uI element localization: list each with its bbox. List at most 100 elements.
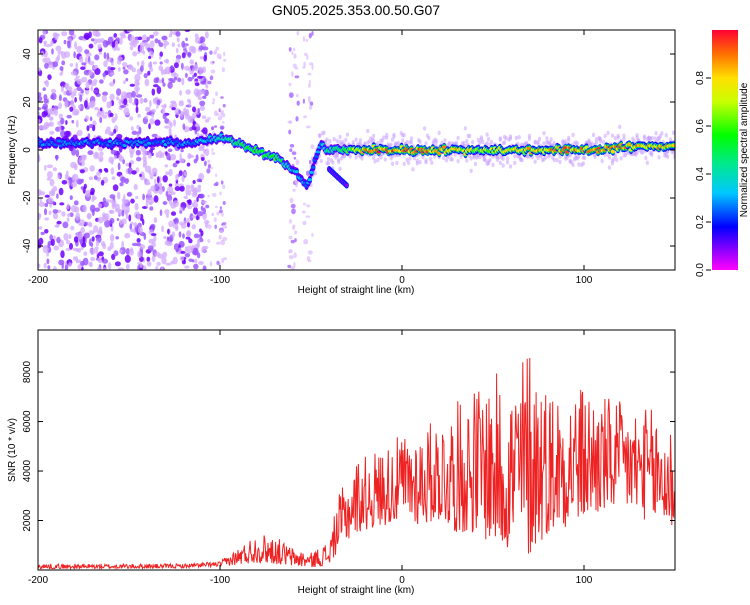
spectrogram-cell	[144, 106, 151, 112]
spectrogram-cell	[128, 162, 132, 168]
spectrogram-cell	[607, 155, 612, 160]
spectrogram-cell	[117, 191, 121, 200]
spectrogram-cell	[190, 46, 197, 54]
spectrogram-cell	[197, 75, 203, 79]
spectrogram-cell	[56, 236, 61, 244]
spectrogram-cell	[83, 183, 87, 189]
spectrogram-cell	[191, 259, 195, 263]
spectrogram-cell	[294, 238, 297, 243]
spectrogram-cell	[657, 155, 661, 160]
spectrogram-cell	[182, 233, 185, 239]
spectrogram-cell	[481, 139, 485, 145]
spectrogram-cell	[68, 30, 75, 36]
spectrogram-cell	[94, 207, 101, 212]
spectrogram-cell	[40, 231, 45, 236]
spectrogram-cell	[289, 144, 295, 148]
spectrogram-cell	[70, 99, 74, 108]
spectrogram-cell	[72, 173, 79, 182]
spectrogram-cell	[309, 159, 312, 165]
spectrogram-cell	[206, 168, 211, 174]
spectrogram-cell	[73, 236, 79, 243]
spectrogram-cell	[154, 38, 159, 44]
spectrogram-cell	[89, 248, 96, 255]
spectrogram-cell	[118, 98, 122, 106]
spectrogram-cell	[83, 251, 88, 256]
spectrogram-cell	[302, 98, 305, 104]
colorbar-tick-label: 0.8	[695, 71, 706, 85]
spectrogram-cell	[308, 32, 312, 39]
spectrogram-cell	[117, 67, 121, 72]
spectrogram-cell	[75, 119, 79, 128]
spectrogram-cell	[142, 193, 146, 201]
spectrogram-cell	[423, 126, 427, 131]
spectrogram-cell	[471, 139, 475, 145]
spectrogram-cell	[129, 45, 134, 51]
spectrogram-cell	[338, 134, 342, 140]
spectrogram-cell	[115, 113, 118, 121]
spectrogram-cell	[79, 219, 85, 227]
spectrogram-cell	[85, 189, 91, 198]
spectrogram-cell	[456, 159, 460, 164]
spectrogram-cell	[44, 202, 49, 208]
spectrogram-cell	[66, 217, 70, 223]
spectrogram-cell	[175, 47, 179, 54]
spectrogram-cell	[38, 92, 42, 97]
spectrogram-cell	[653, 136, 657, 141]
spectrogram-cell	[150, 147, 155, 151]
spectrogram-cell	[151, 113, 155, 118]
spectrogram-cell	[591, 132, 596, 138]
spectrogram-cell	[79, 55, 84, 63]
spectrogram-cell	[291, 71, 294, 77]
spectrogram-cell	[326, 157, 331, 162]
spectrogram-cell	[204, 160, 207, 167]
spectrogram-cell	[193, 72, 197, 77]
spectrogram-cell	[332, 137, 336, 142]
spectrogram-cell	[465, 139, 469, 144]
spectrogram-cell	[127, 64, 133, 69]
spectrogram-cell	[348, 154, 352, 159]
spectrogram-cell	[88, 230, 95, 235]
spectrogram-cell	[74, 41, 78, 50]
spectrogram-cell	[485, 141, 489, 146]
spectrogram-cell	[184, 65, 190, 71]
spectrogram-cell	[302, 202, 306, 206]
spectrogram-cell	[175, 174, 179, 181]
spectrogram-cell	[184, 112, 189, 117]
spectrogram-cell	[168, 127, 172, 135]
spectrogram-cell	[82, 257, 89, 266]
spectrogram-cell	[504, 136, 508, 141]
spectrogram-cell	[318, 133, 322, 138]
spectrogram-cell	[379, 155, 383, 160]
spectrogram-cell	[549, 137, 553, 142]
spectrogram-cell	[117, 47, 120, 52]
spectrogram-cell	[313, 171, 317, 176]
spectrogram-cell	[73, 51, 76, 59]
spectrogram-cell	[115, 96, 120, 101]
spectrogram-cell	[146, 111, 152, 116]
spectrogram-cell	[87, 102, 92, 108]
spectrogram-cell	[295, 183, 298, 188]
spectrogram-cell	[344, 137, 348, 142]
spectrogram-cell	[469, 156, 473, 161]
spectrogram-ridge-cell	[307, 178, 313, 182]
spectrogram-cell	[306, 256, 311, 261]
spectrogram-cell	[363, 141, 367, 146]
spectrogram-cell	[68, 86, 73, 94]
spectrogram-cell	[106, 52, 110, 60]
spectrogram-cell	[134, 36, 139, 41]
spectrogram-cell	[75, 248, 79, 252]
spectrogram-cell	[412, 156, 416, 161]
spectrogram-cell	[43, 94, 48, 101]
spectrogram-cell	[45, 79, 49, 88]
spectrogram-cell	[456, 135, 460, 141]
spectrogram-cell	[193, 233, 200, 239]
spectrogram-ytick-label: 0	[22, 147, 33, 153]
colorbar-gradient	[712, 30, 738, 270]
spectrogram-cell	[581, 161, 585, 166]
spectrogram-cell	[65, 120, 68, 125]
spectrogram-cell	[568, 153, 572, 158]
spectrogram-cell	[418, 160, 422, 165]
spectrogram-cell	[199, 105, 205, 111]
spectrogram-cell	[109, 209, 113, 214]
spectrogram-ridge-cell	[294, 170, 299, 174]
